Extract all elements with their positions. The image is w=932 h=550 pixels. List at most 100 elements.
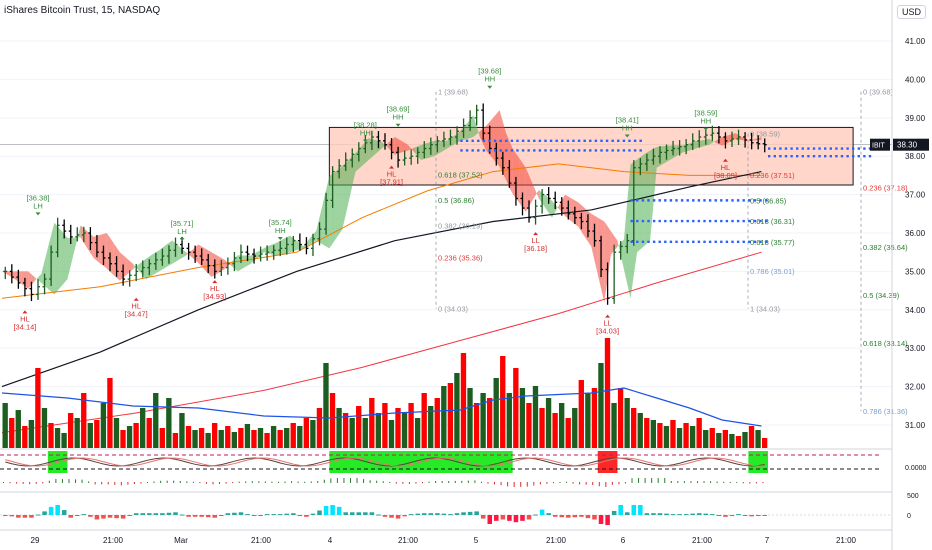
volume-bar <box>238 428 244 448</box>
lower-bar <box>35 514 41 516</box>
candle <box>114 256 119 277</box>
swing-value: [36.38] <box>27 193 50 202</box>
lower-indicator-panel: 500 0 <box>0 491 919 525</box>
volume-bar <box>198 428 205 448</box>
candle <box>756 135 761 150</box>
osc-hist <box>179 481 181 483</box>
lower-bar <box>422 513 427 515</box>
lower-bar <box>638 505 643 515</box>
lower-bar <box>88 515 93 517</box>
lower-scale: 500 <box>907 493 919 500</box>
osc-hist <box>120 482 122 486</box>
last-price-bg <box>893 138 929 151</box>
candle <box>245 245 250 262</box>
candle <box>409 149 414 165</box>
candle <box>546 187 551 204</box>
osc-hist <box>448 481 450 483</box>
lower-bar <box>500 515 506 520</box>
candle <box>94 234 99 258</box>
fib-left-label: 0.618 (37.52) <box>438 171 483 180</box>
candle <box>481 103 486 141</box>
swing-tag: LH <box>177 227 187 236</box>
swing-tag: HH <box>393 113 404 122</box>
time-tick: 21:00 <box>692 536 713 545</box>
osc-hist <box>585 482 587 485</box>
osc-hist <box>598 482 600 487</box>
candle <box>252 248 257 264</box>
price-tick: 34.00 <box>905 306 926 315</box>
osc-hist <box>428 481 430 483</box>
price-tick: 36.00 <box>905 229 926 238</box>
volume-bar <box>382 403 388 448</box>
candle <box>461 118 466 138</box>
candle <box>225 257 230 275</box>
lower-bar <box>533 514 538 516</box>
lower-bar <box>68 515 74 518</box>
volume-bar <box>513 368 519 448</box>
time-tick: 21:00 <box>103 536 124 545</box>
candle <box>540 189 545 214</box>
lower-bar <box>16 515 21 518</box>
lower-bar <box>205 515 211 518</box>
swing-value: [38.41] <box>616 115 639 124</box>
swing-marker <box>624 134 630 138</box>
osc-hist <box>507 482 509 487</box>
lower-bar <box>389 515 394 518</box>
cloud-segment <box>401 140 408 153</box>
lower-bar <box>631 505 637 515</box>
lower-bar <box>618 505 623 515</box>
volume-bar <box>670 420 676 448</box>
candle <box>238 244 243 263</box>
time-tick: 21:00 <box>251 536 272 545</box>
candle <box>166 245 171 264</box>
osc-hist <box>153 481 155 483</box>
swing-value: [35.74] <box>269 218 292 227</box>
lower-bar <box>120 515 126 519</box>
price-tick: 31.00 <box>905 421 926 430</box>
candle <box>507 160 512 188</box>
candle <box>55 217 60 258</box>
volume-bar <box>480 393 486 448</box>
candle <box>579 212 584 230</box>
volume-bar <box>585 393 591 448</box>
candle <box>29 281 34 302</box>
cloud-segment <box>650 146 657 241</box>
volume-bar <box>493 378 499 448</box>
volume-bar <box>611 403 617 448</box>
osc-hist <box>729 481 731 483</box>
swing-value: [36.18] <box>524 244 547 253</box>
lower-bar <box>343 512 348 515</box>
currency-button[interactable]: USD <box>896 5 926 19</box>
candle <box>612 244 617 304</box>
candle <box>363 135 368 154</box>
swing-tag: HH <box>360 128 371 137</box>
swing-value: [38.28] <box>354 120 377 129</box>
volume-bar <box>316 408 323 448</box>
volume-bar <box>500 356 506 448</box>
lower-bar <box>330 505 335 515</box>
lower-bar <box>605 515 610 525</box>
swing-label: HL[34.93] <box>203 280 226 301</box>
lower-bar <box>75 515 80 516</box>
cloud-segment <box>329 171 336 249</box>
osc-hist <box>140 482 142 484</box>
candle <box>232 252 237 272</box>
lower-bar <box>48 506 54 515</box>
osc-hist <box>271 481 273 483</box>
osc-hist <box>539 482 541 485</box>
lower-bar <box>94 515 100 520</box>
volume-bar <box>506 393 512 448</box>
swing-value: [38.69] <box>387 105 410 114</box>
lower-bar <box>611 510 617 515</box>
volume-bar <box>526 403 532 448</box>
lower-bar <box>245 514 250 516</box>
candle <box>618 241 623 260</box>
fib-left-label: 0.236 (35.36) <box>438 254 483 263</box>
cloud-segment <box>28 271 35 289</box>
osc-hist <box>389 481 391 483</box>
time-tick: 7 <box>765 536 770 545</box>
osc-hist <box>310 481 312 483</box>
candle <box>396 146 401 168</box>
volume-bar <box>277 430 283 448</box>
